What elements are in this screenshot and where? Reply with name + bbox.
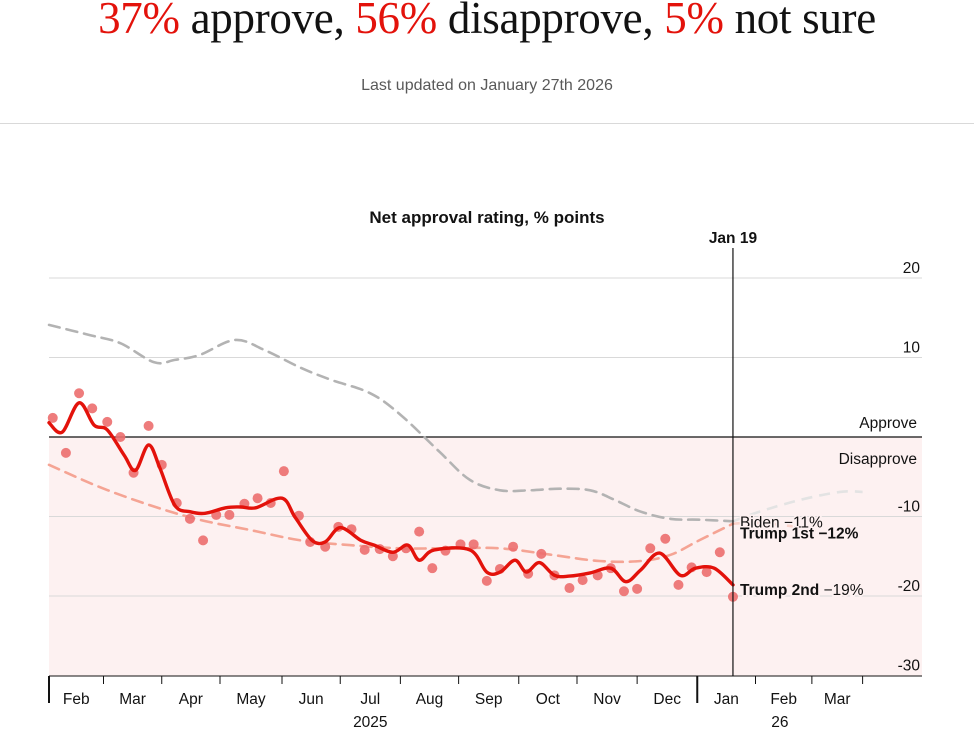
- y-tick-label: 10: [903, 340, 921, 357]
- poll-dot: [414, 526, 425, 537]
- poll-dot: [143, 420, 154, 431]
- x-tick-label: Apr: [179, 691, 203, 708]
- x-tick-label: May: [236, 691, 266, 708]
- trump-1st-projection-line: [732, 521, 820, 535]
- trump-second-end-label: Trump 2nd −19%: [740, 582, 864, 599]
- poll-dot: [102, 416, 113, 427]
- poll-dot: [60, 447, 71, 458]
- poll-dots: [47, 388, 738, 602]
- x-tick-label: Jul: [360, 691, 380, 708]
- poll-dot: [714, 547, 725, 558]
- x-tick-label: Feb: [63, 691, 90, 708]
- x-tick-label: Mar: [119, 691, 146, 708]
- poll-dot: [427, 563, 438, 574]
- x-tick-label: Sep: [475, 691, 503, 708]
- poll-dot: [536, 548, 547, 559]
- poll-dot: [577, 575, 588, 586]
- poll-dot: [508, 541, 519, 552]
- disapprove-percent: 56%: [355, 0, 437, 43]
- poll-dot: [468, 539, 479, 550]
- date-marker-label: Jan 19: [709, 230, 758, 247]
- x-tick-label: Nov: [593, 691, 621, 708]
- poll-dot: [184, 513, 195, 524]
- poll-dot: [47, 412, 58, 423]
- poll-dot: [564, 583, 575, 594]
- poll-dot: [252, 493, 263, 504]
- y-tick-label: 20: [903, 260, 921, 277]
- poll-dot: [115, 432, 126, 442]
- trump-second-name: Trump 2nd: [740, 582, 819, 599]
- x-tick-label: Mar: [824, 691, 851, 708]
- last-updated: Last updated on January 27th 2026: [361, 77, 613, 94]
- y-tick-label: -20: [898, 578, 921, 595]
- series-lines: [47, 323, 863, 564]
- poll-dot: [660, 533, 671, 544]
- poll-dot: [278, 466, 289, 477]
- poll-dot: [74, 388, 85, 399]
- poll-dot: [224, 509, 235, 520]
- biden-line: [47, 323, 735, 523]
- headline: 37% approve, 56% disapprove, 5% not sure: [0, 0, 974, 44]
- approve-zone-label: Approve: [859, 415, 917, 432]
- poll-dot: [87, 403, 98, 414]
- poll-dot: [481, 575, 492, 586]
- disapprove-zone-label: Disapprove: [839, 451, 917, 468]
- poll-dot: [618, 586, 629, 597]
- poll-dot: [359, 544, 370, 555]
- chart-labels: 20 10 -10 -20 -30 Approve Disapprove Jan 19 Bide…: [709, 230, 921, 676]
- unsure-text: not sure: [723, 0, 877, 43]
- approve-text: approve,: [179, 0, 356, 43]
- x-axis: Feb Mar Apr May Jun Jul Aug Sep Oct Nov Dec Jan Feb M…: [48, 675, 922, 731]
- x-tick-label: Jan: [714, 691, 739, 708]
- trump-first-end-label: Trump 1st −12%: [740, 526, 859, 543]
- poll-dot: [673, 579, 684, 590]
- poll-dot: [198, 535, 209, 546]
- poll-dot: [387, 551, 398, 562]
- trump-second-value: −19%: [819, 582, 864, 599]
- trump-1st-line: [47, 463, 735, 564]
- header-divider: [0, 123, 974, 124]
- disapprove-zone: [49, 437, 922, 676]
- disapprove-text: disapprove,: [436, 0, 665, 43]
- x-year-label: 26: [771, 714, 788, 731]
- poll-dot: [632, 583, 643, 594]
- approve-percent: 37%: [98, 0, 180, 43]
- x-tick-label: Aug: [416, 691, 444, 708]
- x-year-label: 2025: [353, 714, 387, 731]
- x-tick-label: Jun: [299, 691, 324, 708]
- x-tick-label: Dec: [653, 691, 681, 708]
- x-tick-label: Oct: [536, 691, 561, 708]
- y-tick-label: -10: [898, 499, 921, 516]
- biden-end-label: Biden −11%: [740, 514, 823, 531]
- poll-dot: [645, 543, 656, 554]
- chart-background: [49, 437, 922, 676]
- x-tick-label: Feb: [770, 691, 797, 708]
- poll-dot: [701, 567, 712, 578]
- trump-2nd-line: [47, 401, 735, 587]
- y-tick-label: -30: [898, 658, 921, 675]
- chart-title: Net approval rating, % points: [369, 208, 604, 227]
- unsure-percent: 5%: [664, 0, 724, 43]
